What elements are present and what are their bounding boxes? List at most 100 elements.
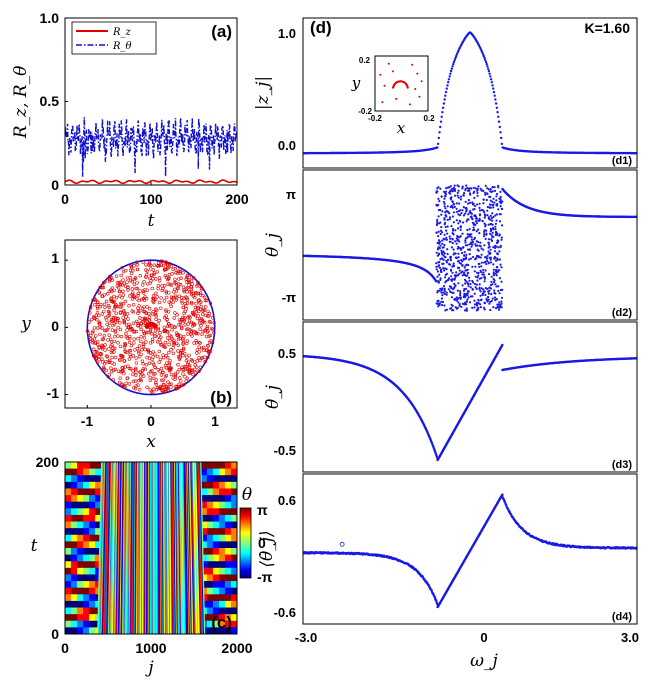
oscillator-point bbox=[154, 382, 159, 387]
heatmap-cell-right bbox=[206, 521, 214, 529]
oscillator-point bbox=[168, 366, 172, 370]
heatmap-cell-right bbox=[212, 574, 220, 582]
phase-point-incoherent bbox=[442, 190, 446, 193]
phase-point-incoherent bbox=[486, 192, 489, 196]
heatmap-cell-left bbox=[89, 488, 96, 496]
heatmap-cell-left bbox=[65, 495, 72, 503]
oscillator-point bbox=[142, 336, 147, 340]
phase-point-incoherent bbox=[438, 200, 441, 203]
heatmap-cell-left bbox=[77, 567, 84, 575]
heatmap-cell-right bbox=[200, 475, 208, 483]
phase-point-incoherent bbox=[489, 188, 492, 191]
heatmap-cell-right bbox=[218, 521, 226, 529]
phase-point-incoherent bbox=[478, 288, 481, 291]
phase-point-incoherent bbox=[458, 240, 461, 243]
phase-point-incoherent bbox=[440, 268, 443, 271]
phase-point-incoherent bbox=[483, 308, 486, 311]
magnitude-point bbox=[496, 111, 499, 114]
rate-point-middle bbox=[501, 343, 504, 347]
phase-point-incoherent bbox=[440, 291, 443, 294]
heatmap-cell-left bbox=[71, 514, 78, 523]
oscillator-point bbox=[145, 273, 149, 277]
oscillator-point bbox=[156, 286, 160, 291]
panel-d4: 0.6 -0.6 ⟨θ̇_j⟩ (d4) -3.0 0 3.0 ω_j bbox=[257, 473, 639, 671]
phase-point-incoherent bbox=[450, 307, 453, 310]
phase-point-incoherent bbox=[466, 282, 470, 286]
oscillator-point bbox=[103, 305, 107, 309]
phase-point-incoherent bbox=[469, 241, 472, 244]
magnitude-point bbox=[443, 98, 446, 101]
heatmap-cell-left bbox=[65, 501, 72, 509]
phase-point-incoherent bbox=[448, 216, 452, 219]
oscillator-point bbox=[154, 317, 158, 321]
phase-point-incoherent bbox=[439, 287, 442, 290]
phase-point-incoherent bbox=[470, 215, 473, 218]
oscillator-point bbox=[150, 369, 154, 373]
heatmap-cell-right bbox=[200, 501, 208, 509]
phase-point-incoherent bbox=[492, 268, 495, 271]
heatmap-cell-left bbox=[95, 574, 102, 582]
heatmap-cell-left bbox=[65, 594, 72, 602]
phase-point-incoherent bbox=[493, 246, 497, 250]
phase-point-incoherent bbox=[452, 287, 455, 290]
oscillator-point bbox=[114, 274, 119, 278]
oscillator-point bbox=[157, 360, 161, 364]
heatmap-cell-left bbox=[89, 541, 96, 549]
phase-point-incoherent bbox=[437, 305, 440, 308]
oscillator-point bbox=[167, 342, 171, 347]
oscillator-point bbox=[134, 356, 138, 360]
oscillator-point bbox=[195, 365, 199, 369]
oscillator-point bbox=[150, 337, 155, 341]
phase-point-incoherent bbox=[492, 206, 495, 209]
magnitude-point bbox=[437, 136, 440, 140]
oscillator-point bbox=[116, 341, 120, 345]
heatmap-cell-left bbox=[89, 594, 96, 602]
heatmap-cell-left bbox=[77, 521, 84, 529]
phase-point-incoherent bbox=[449, 198, 453, 201]
phase-point-incoherent bbox=[491, 223, 494, 226]
phase-point-incoherent bbox=[439, 187, 442, 190]
phase-point-incoherent bbox=[471, 218, 474, 221]
phase-point-incoherent bbox=[490, 280, 493, 283]
phase-point-incoherent bbox=[479, 306, 482, 309]
heatmap-cell-right bbox=[230, 614, 237, 622]
oscillator-point bbox=[163, 388, 167, 392]
oscillator-point bbox=[151, 387, 156, 391]
panel-b: 1 0 -1 -1 0 1 x y (b) bbox=[20, 239, 238, 452]
heatmap-cell-right bbox=[218, 541, 226, 549]
phase-point-incoherent bbox=[457, 213, 460, 216]
oscillator-point bbox=[190, 368, 194, 373]
oscillator-point bbox=[136, 383, 140, 387]
heatmap-cell-right bbox=[224, 514, 232, 523]
phase-point-incoherent bbox=[486, 299, 489, 302]
oscillator-point bbox=[162, 329, 166, 333]
phase-point-incoherent bbox=[453, 274, 456, 277]
phase-point-incoherent bbox=[489, 227, 492, 230]
oscillator-point bbox=[110, 328, 115, 332]
oscillator-point bbox=[157, 349, 162, 354]
heatmap-cell-right bbox=[218, 462, 226, 470]
phase-point-incoherent bbox=[461, 260, 464, 263]
heatmap-cell-right bbox=[230, 462, 237, 470]
heatmap-cell-right bbox=[230, 495, 237, 503]
heatmap-cell-right bbox=[230, 567, 237, 575]
phase-point-incoherent bbox=[466, 290, 470, 293]
phase-point-incoherent bbox=[493, 296, 497, 299]
oscillator-point bbox=[168, 302, 173, 306]
phase-point-incoherent bbox=[497, 285, 500, 288]
phase-point-incoherent bbox=[442, 254, 445, 257]
heatmap-cell-left bbox=[65, 468, 72, 476]
phase-point-incoherent bbox=[437, 253, 441, 256]
oscillator-point bbox=[100, 286, 104, 290]
heatmap-cell-right bbox=[218, 548, 226, 556]
phase-point-incoherent bbox=[451, 200, 454, 203]
oscillator-point bbox=[163, 340, 168, 345]
oscillator-point bbox=[132, 337, 136, 341]
oscillator-point bbox=[197, 369, 201, 373]
phase-point-incoherent bbox=[482, 268, 485, 271]
oscillator-point bbox=[129, 263, 133, 267]
oscillator-point bbox=[150, 312, 155, 316]
oscillator-point bbox=[139, 327, 143, 331]
oscillator-point bbox=[171, 346, 175, 350]
oscillator-point bbox=[177, 382, 181, 386]
